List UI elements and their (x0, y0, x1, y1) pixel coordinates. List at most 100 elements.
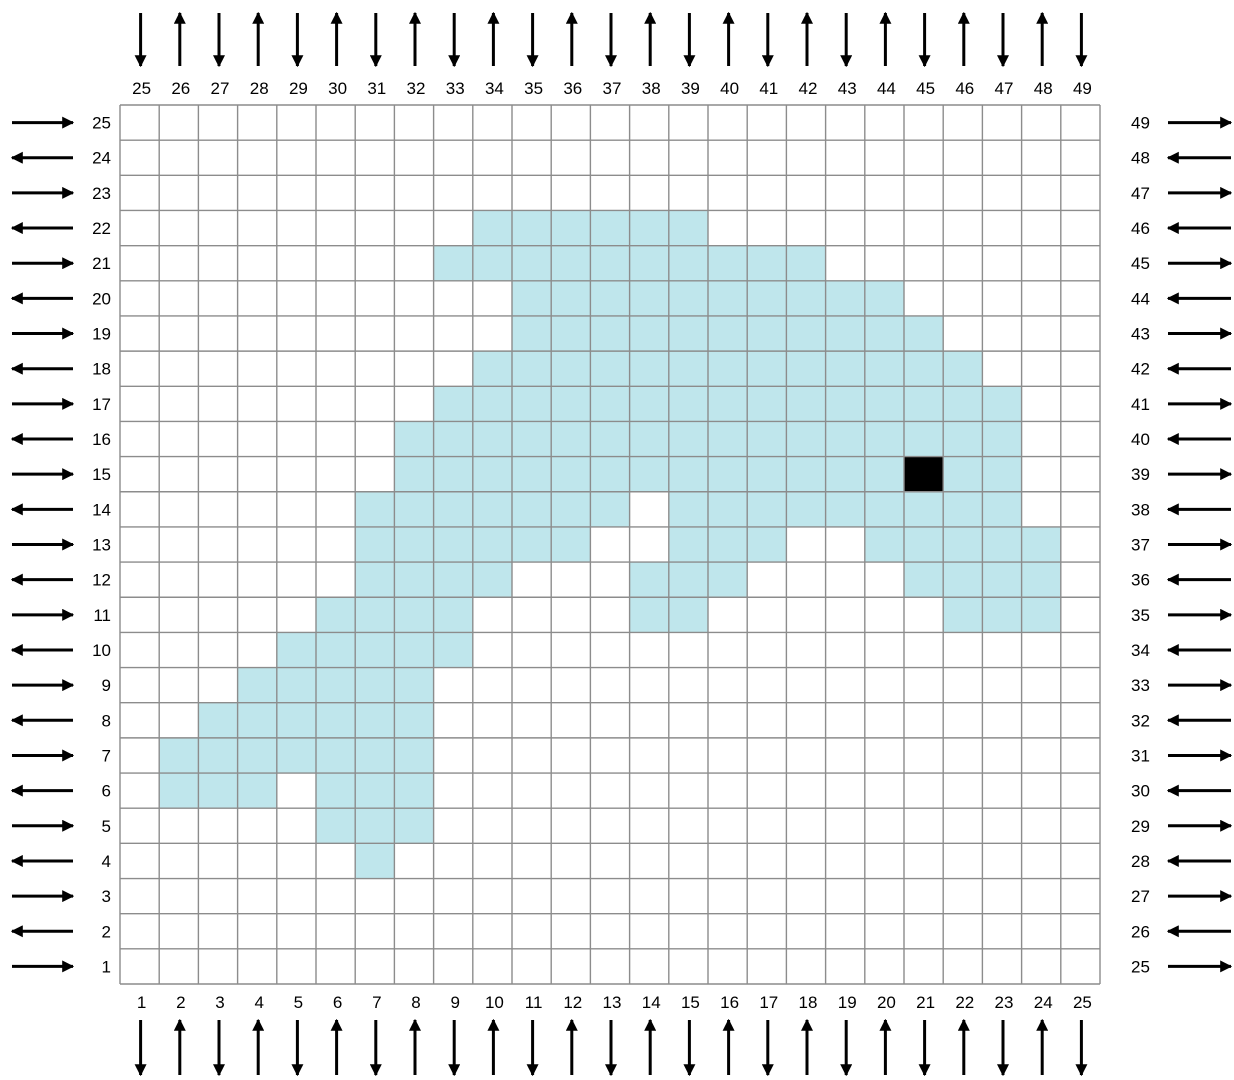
filled-cell (904, 421, 944, 457)
filled-cell (590, 456, 630, 492)
top-column-label: 38 (642, 79, 661, 98)
left-row-label: 18 (92, 360, 111, 379)
top-column-label: 40 (720, 79, 739, 98)
filled-cell (668, 315, 708, 352)
filled-cell (825, 315, 865, 352)
bottom-column-label: 2 (176, 993, 185, 1012)
right-row-label: 46 (1131, 219, 1150, 238)
bottom-column-label: 9 (450, 993, 459, 1012)
filled-cell (316, 702, 356, 738)
filled-cell (668, 491, 708, 527)
filled-cell (394, 632, 434, 668)
filled-cell (943, 526, 983, 563)
filled-cell (982, 491, 1022, 527)
filled-cell (590, 351, 630, 387)
top-column-label: 45 (916, 79, 935, 98)
filled-cell (590, 491, 630, 527)
filled-cell (629, 245, 669, 281)
filled-cell (433, 245, 473, 281)
top-column-label: 26 (171, 79, 190, 98)
right-row-label: 30 (1131, 782, 1150, 801)
filled-cell (512, 280, 552, 316)
filled-cell (629, 421, 669, 457)
eye-cell (904, 456, 944, 492)
filled-cell (982, 386, 1022, 422)
filled-cell (904, 315, 944, 352)
filled-cell (747, 456, 787, 492)
filled-cell (708, 280, 748, 316)
filled-cell (668, 421, 708, 457)
right-row-label: 31 (1131, 746, 1150, 765)
filled-cell (394, 526, 434, 563)
filled-cell (590, 280, 630, 316)
filled-cell (747, 351, 787, 387)
filled-cell (668, 562, 708, 598)
filled-cell (864, 456, 904, 492)
filled-cell (355, 667, 395, 703)
filled-cell (786, 421, 826, 457)
filled-cell (590, 315, 630, 352)
filled-cell (472, 351, 512, 387)
filled-cell (1021, 597, 1061, 633)
filled-cell (394, 667, 434, 703)
filled-cell (708, 421, 748, 457)
right-row-label: 49 (1131, 114, 1150, 133)
left-row-arrows (10, 116, 75, 973)
filled-cell (472, 526, 512, 563)
right-row-label: 34 (1131, 641, 1150, 660)
filled-cell (394, 562, 434, 598)
filled-cell (629, 386, 669, 422)
right-row-label: 37 (1131, 536, 1150, 555)
filled-cell (708, 491, 748, 527)
filled-cell (786, 456, 826, 492)
top-column-label: 36 (563, 79, 582, 98)
filled-cell (825, 386, 865, 422)
top-column-label: 28 (250, 79, 269, 98)
filled-cell (590, 245, 630, 281)
filled-cell (629, 456, 669, 492)
filled-cell (747, 386, 787, 422)
filled-cell (551, 315, 591, 352)
bottom-column-label: 16 (720, 993, 739, 1012)
filled-cell (512, 245, 552, 281)
right-row-label: 39 (1131, 465, 1150, 484)
filled-cell (551, 245, 591, 281)
bottom-column-label: 22 (955, 993, 974, 1012)
filled-cell (1021, 526, 1061, 563)
bottom-column-label: 10 (485, 993, 504, 1012)
bottom-column-label: 18 (799, 993, 818, 1012)
bottom-column-label: 25 (1073, 993, 1092, 1012)
top-column-label: 44 (877, 79, 896, 98)
filled-cell (943, 456, 983, 492)
filled-cell (276, 702, 316, 738)
left-row-label: 6 (102, 782, 111, 801)
bottom-column-label: 12 (563, 993, 582, 1012)
filled-cell (904, 386, 944, 422)
filled-cell (864, 280, 904, 316)
filled-cell (747, 315, 787, 352)
filled-cell (708, 386, 748, 422)
left-row-label: 19 (92, 325, 111, 344)
filled-cell (825, 351, 865, 387)
filled-cell (1021, 562, 1061, 598)
filled-cell (276, 667, 316, 703)
top-column-label: 46 (955, 79, 974, 98)
filled-cell (512, 210, 552, 246)
left-row-labels: 2524232221201918171615141312111098765432… (92, 114, 111, 977)
bottom-column-label: 3 (215, 993, 224, 1012)
right-row-label: 43 (1131, 325, 1150, 344)
filled-cell (708, 245, 748, 281)
right-row-label: 47 (1131, 184, 1150, 203)
filled-cell (316, 597, 356, 633)
right-row-label: 38 (1131, 500, 1150, 519)
filled-cell (943, 386, 983, 422)
top-column-label: 27 (211, 79, 230, 98)
filled-cell (472, 210, 512, 246)
left-row-label: 3 (102, 887, 111, 906)
top-column-label: 48 (1034, 79, 1053, 98)
right-row-label: 25 (1131, 957, 1150, 976)
filled-cell (943, 597, 983, 633)
filled-cell (786, 280, 826, 316)
filled-cell (316, 667, 356, 703)
filled-cell (590, 421, 630, 457)
